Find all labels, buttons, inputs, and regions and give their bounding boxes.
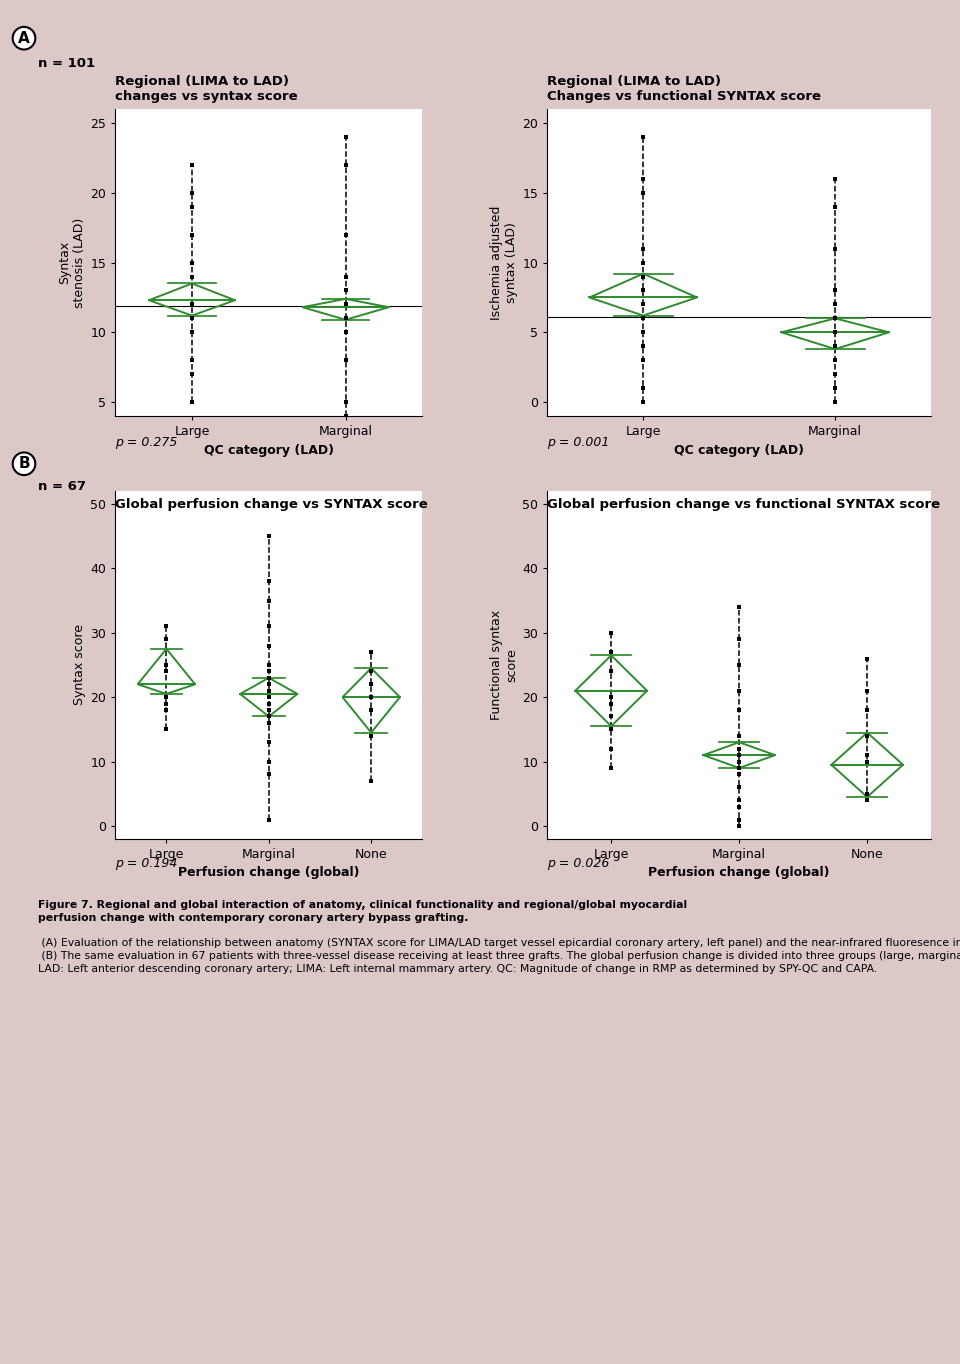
X-axis label: Perfusion change (global): Perfusion change (global) bbox=[648, 866, 830, 880]
Text: p = 0.026: p = 0.026 bbox=[547, 857, 610, 870]
Text: B: B bbox=[18, 457, 30, 471]
Y-axis label: Syntax
stenosis (LAD): Syntax stenosis (LAD) bbox=[59, 217, 86, 308]
Text: p = 0.194: p = 0.194 bbox=[115, 857, 178, 870]
Text: p = 0.001: p = 0.001 bbox=[547, 436, 610, 450]
Text: (A) Evaluation of the relationship between anatomy (SYNTAX score for LIMA/LAD ta: (A) Evaluation of the relationship betwe… bbox=[38, 938, 960, 974]
Text: Regional (LIMA to LAD)
changes vs syntax score: Regional (LIMA to LAD) changes vs syntax… bbox=[115, 75, 298, 104]
Text: A: A bbox=[18, 31, 30, 45]
Text: Regional (LIMA to LAD)
Changes vs functional SYNTAX score: Regional (LIMA to LAD) Changes vs functi… bbox=[547, 75, 821, 104]
X-axis label: Perfusion change (global): Perfusion change (global) bbox=[178, 866, 360, 880]
Text: Global perfusion change vs SYNTAX score: Global perfusion change vs SYNTAX score bbox=[115, 498, 428, 512]
X-axis label: QC category (LAD): QC category (LAD) bbox=[674, 443, 804, 457]
Y-axis label: Functional syntax
score: Functional syntax score bbox=[490, 610, 518, 720]
Text: p = 0.275: p = 0.275 bbox=[115, 436, 178, 450]
X-axis label: QC category (LAD): QC category (LAD) bbox=[204, 443, 334, 457]
Text: n = 67: n = 67 bbox=[38, 480, 86, 494]
Text: Figure 7. Regional and global interaction of anatomy, clinical functionality and: Figure 7. Regional and global interactio… bbox=[38, 900, 687, 923]
Text: n = 101: n = 101 bbox=[38, 57, 96, 71]
Y-axis label: Ischemia adjusted
syntax (LAD): Ischemia adjusted syntax (LAD) bbox=[491, 206, 518, 319]
Text: Global perfusion change vs functional SYNTAX score: Global perfusion change vs functional SY… bbox=[547, 498, 941, 512]
Y-axis label: Syntax score: Syntax score bbox=[73, 625, 86, 705]
